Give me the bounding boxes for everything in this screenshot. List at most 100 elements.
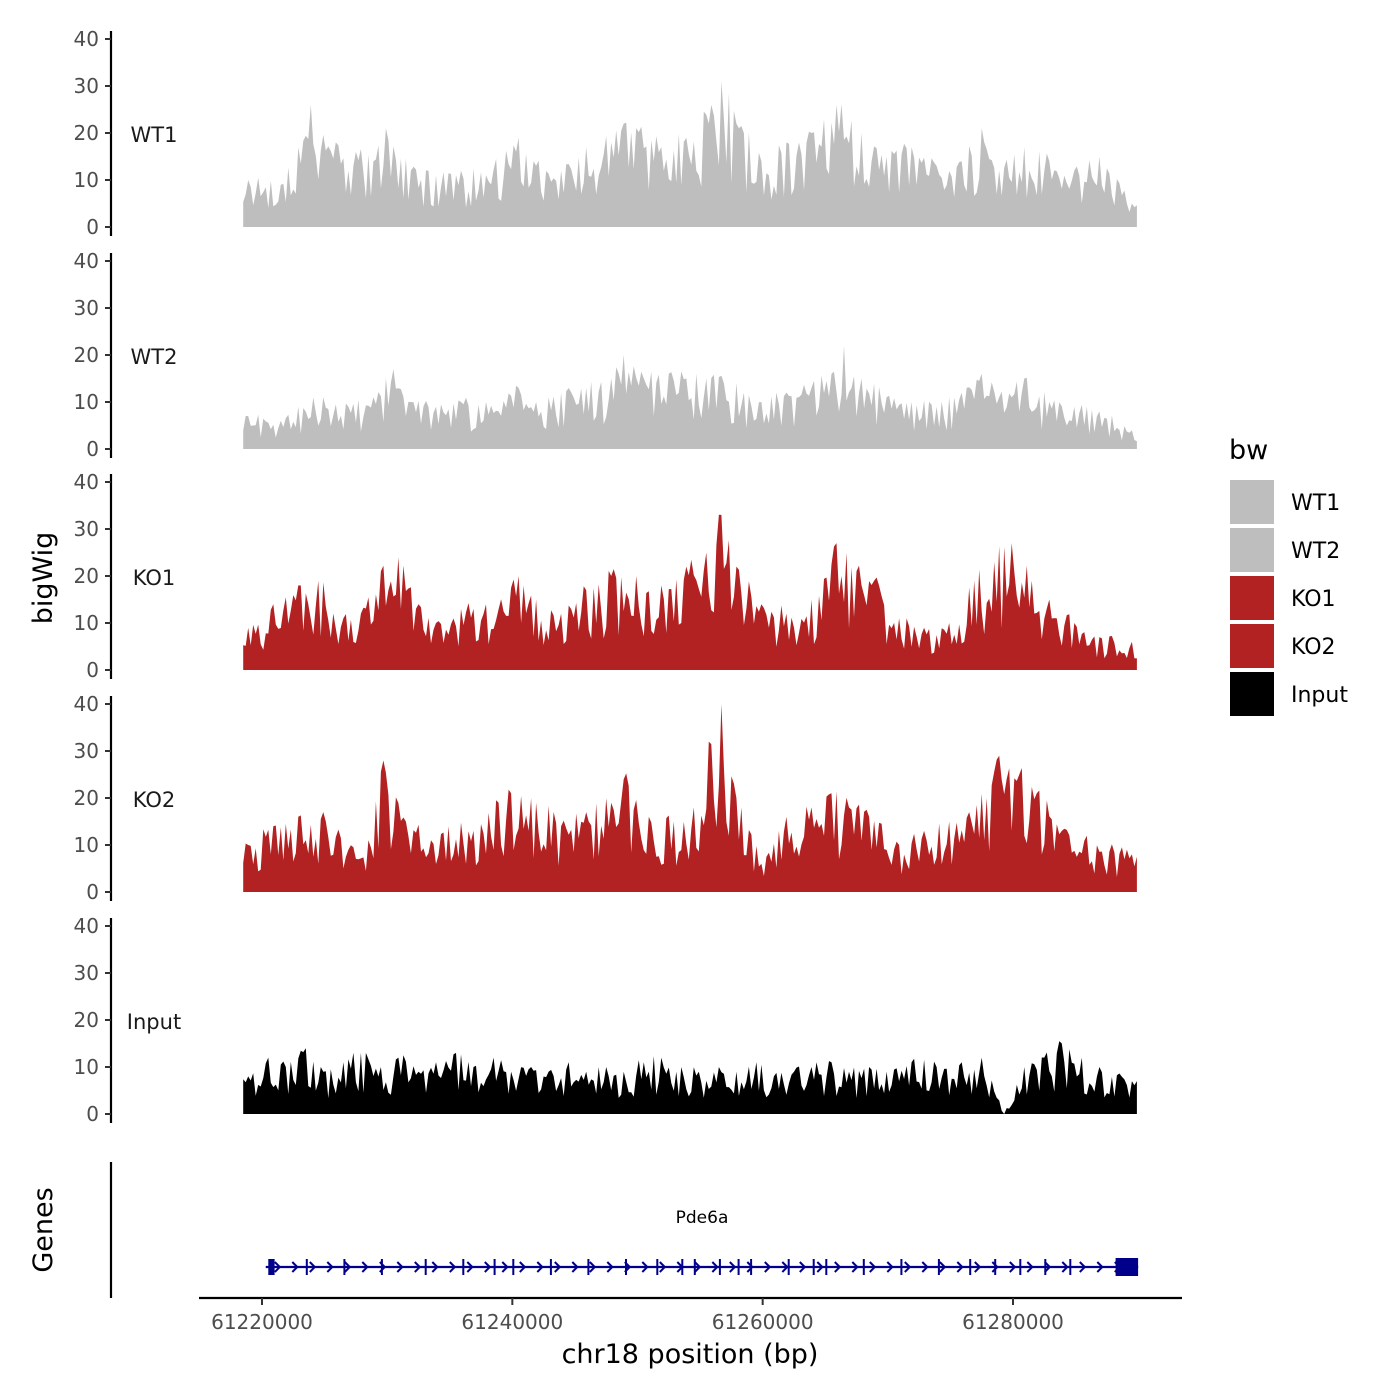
y-tick-label: 30 (74, 961, 99, 985)
gene-exon (812, 1259, 815, 1275)
y-tick-label: 0 (86, 215, 99, 239)
strand-arrow-icon (816, 1261, 824, 1273)
y-tick-label: 10 (74, 611, 99, 635)
y-tick-label: 30 (74, 74, 99, 98)
coverage-area-wt2 (243, 345, 1137, 449)
strand-arrow-icon (466, 1261, 474, 1273)
y-tick-label: 40 (74, 692, 99, 716)
strand-arrow-icon (851, 1261, 859, 1273)
legend-title: bw (1229, 435, 1268, 466)
legend-key-input (1230, 672, 1274, 716)
gene-exon (625, 1259, 627, 1275)
gene-exon (737, 1259, 740, 1275)
legend-label-wt1: WT1 (1291, 491, 1340, 516)
gene-exon (681, 1259, 684, 1275)
gene-exon (1019, 1259, 1022, 1275)
gene-exon (1069, 1259, 1072, 1275)
strand-arrow-icon (554, 1261, 562, 1273)
strand-arrow-icon (309, 1261, 317, 1273)
gene-exon (493, 1259, 496, 1275)
strand-arrow-icon (414, 1261, 422, 1273)
strand-arrow-icon (869, 1261, 877, 1273)
track-panel-input: 0 10 20 30 40 Input (74, 914, 1137, 1126)
strand-arrow-icon (729, 1261, 737, 1273)
strand-arrow-icon (974, 1261, 982, 1273)
x-axis-title: chr18 position (bp) (562, 1339, 819, 1370)
strand-arrow-icon (1026, 1261, 1034, 1273)
strand-arrow-icon (326, 1261, 334, 1273)
x-tick-label: 61220000 (211, 1310, 313, 1334)
y-tick-label: 40 (74, 470, 99, 494)
x-tick-label: 61240000 (461, 1310, 563, 1334)
y-tick-label: 40 (74, 27, 99, 51)
x-tick-label: 61260000 (712, 1310, 814, 1334)
strand-arrow-icon (1044, 1261, 1052, 1273)
gene-exon (787, 1259, 790, 1275)
strand-arrow-icon (396, 1261, 404, 1273)
gene-exon (656, 1259, 659, 1275)
strand-arrow-icon (1061, 1261, 1069, 1273)
y-tick-label: 10 (74, 833, 99, 857)
strand-arrow-icon (1096, 1261, 1104, 1273)
y-tick-label: 0 (86, 880, 99, 904)
strand-arrow-icon (764, 1261, 772, 1273)
gene-exon (305, 1259, 308, 1275)
coverage-area-input (243, 1041, 1137, 1114)
legend-label-input: Input (1291, 683, 1348, 708)
legend-label-wt2: WT2 (1291, 539, 1340, 564)
gene-exon (380, 1259, 383, 1275)
track-label-ko2: KO2 (133, 788, 176, 812)
gene-track: Genes Pde6a (28, 1162, 1139, 1298)
legend-key-ko1 (1230, 576, 1274, 620)
track-panel-wt1: 0 10 20 30 40 WT1 (74, 27, 1137, 239)
strand-arrow-icon (711, 1261, 719, 1273)
legend-key-wt1 (1230, 480, 1274, 524)
gene-exon (750, 1259, 753, 1275)
track-panel-ko1: 0 10 20 30 40 KO1 (74, 470, 1137, 682)
gene-exon (969, 1259, 972, 1275)
strand-arrow-icon (449, 1261, 457, 1273)
gene-exon (587, 1259, 590, 1275)
gene-exon (462, 1259, 465, 1275)
track-label-input: Input (127, 1010, 181, 1034)
y-tick-label: 10 (74, 390, 99, 414)
coverage-area-ko1 (243, 514, 1137, 670)
track-label-ko1: KO1 (133, 566, 176, 590)
gene-exon (862, 1259, 865, 1275)
x-axis: chr18 position (bp) 61220000 61240000 6126… (199, 1296, 1182, 1370)
y-tick-label: 30 (74, 739, 99, 763)
strand-arrow-icon (431, 1261, 439, 1273)
strand-arrow-icon (589, 1261, 597, 1273)
y-tick-label: 20 (74, 564, 99, 588)
coverage-tracks: 0 10 20 30 40 WT1 0 10 20 30 40 WT2 0 10 20 30 40 KO1 0 10 2… (74, 27, 1137, 1126)
strand-arrow-icon (606, 1261, 614, 1273)
legend-key-wt2 (1230, 528, 1274, 572)
track-panel-ko2: 0 10 20 30 40 KO2 (74, 692, 1137, 904)
strand-arrow-icon (659, 1261, 667, 1273)
gene-exon (549, 1259, 552, 1275)
strand-arrow-icon (361, 1261, 369, 1273)
y-tick-label: 30 (74, 296, 99, 320)
legend-label-ko2: KO2 (1291, 635, 1336, 660)
strand-arrow-icon (956, 1261, 964, 1273)
track-label-wt2: WT2 (131, 345, 178, 369)
gene-exon (693, 1259, 696, 1275)
strand-arrow-icon (921, 1261, 929, 1273)
strand-arrow-icon (501, 1261, 509, 1273)
y-tick-label: 40 (74, 914, 99, 938)
y-tick-label: 20 (74, 121, 99, 145)
strand-arrow-icon (904, 1261, 912, 1273)
strand-arrow-icon (746, 1261, 754, 1273)
y-tick-label: 40 (74, 249, 99, 273)
strand-arrow-icon (834, 1261, 842, 1273)
legend-key-ko2 (1230, 624, 1274, 668)
gene-exon (994, 1259, 997, 1275)
strand-arrow-icon (694, 1261, 702, 1273)
y-tick-label: 10 (74, 1055, 99, 1079)
strand-arrow-icon (1079, 1261, 1087, 1273)
y-tick-label: 10 (74, 168, 99, 192)
strand-arrow-icon (291, 1261, 299, 1273)
y-tick-label: 20 (74, 786, 99, 810)
gene-exon (1115, 1258, 1139, 1276)
y-tick-label: 20 (74, 1008, 99, 1032)
